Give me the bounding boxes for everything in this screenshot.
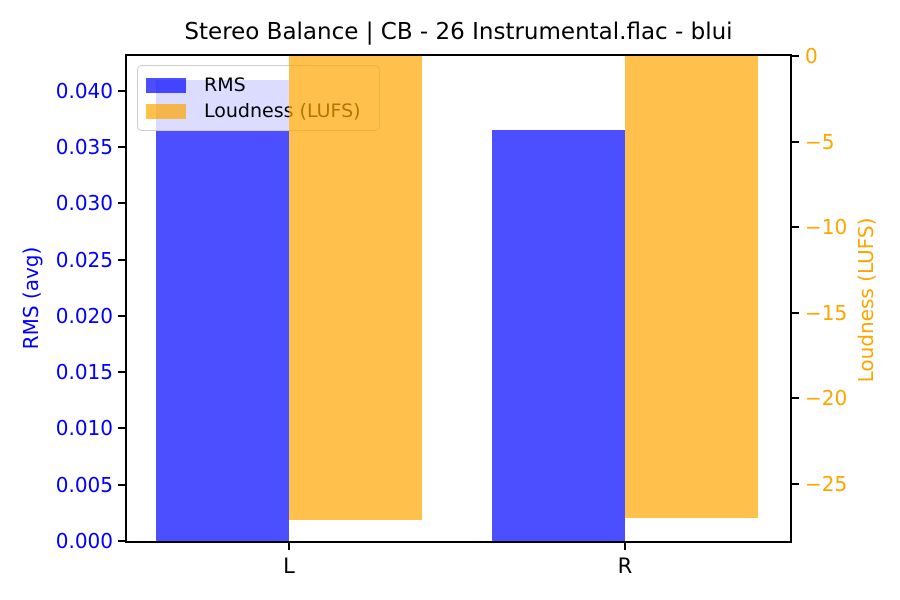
left-tick-label: 0.005 [55,472,113,497]
left-tick-mark [118,427,126,430]
right-tick-label: −5 [805,129,835,154]
bar-rms-l [155,79,289,541]
right-tick-label: −20 [805,386,848,411]
right-tick-label: −25 [805,471,848,496]
right-axis-label: Loudness (LUFS) [854,217,878,383]
x-tick-mark [287,542,290,550]
right-tick-mark [791,55,799,57]
right-tick-mark [791,397,799,400]
loudness-bars-layer [127,56,790,541]
x-tick-label: R [617,554,633,578]
bar-loudness-r [624,56,758,518]
left-tick-mark [118,371,126,374]
bar-rms-r [491,130,625,541]
bar-loudness-l [288,56,422,520]
left-tick-label: 0.000 [55,529,113,553]
loudness-swatch-icon [146,103,186,119]
left-tick-label: 0.030 [55,191,113,216]
right-tick-mark [791,226,799,229]
legend-label-rms: RMS [204,74,246,96]
right-tick-mark [791,140,799,143]
chart-title: Stereo Balance | CB - 26 Instrumental.fl… [184,19,733,45]
legend-entry-rms: RMS [146,72,371,98]
left-tick-label: 0.025 [55,247,113,272]
rms-bars-layer [127,56,790,541]
right-tick-mark [791,311,799,314]
left-tick-mark [118,483,126,486]
left-tick-label: 0.020 [55,303,113,328]
right-tick-label: −10 [805,215,848,240]
left-tick-label: 0.015 [55,360,113,385]
left-tick-mark [118,89,126,92]
left-tick-label: 0.035 [55,135,113,160]
x-tick-mark [623,542,626,550]
left-tick-label: 0.010 [55,416,113,441]
right-tick-mark [791,482,799,485]
left-tick-mark [118,258,126,261]
left-tick-label: 0.040 [55,78,113,103]
left-tick-mark [118,314,126,317]
left-tick-mark [118,202,126,205]
left-tick-mark [118,146,126,149]
rms-swatch-icon [146,77,186,93]
left-tick-mark [118,540,126,542]
right-tick-label: −15 [805,300,848,325]
x-tick-label: L [283,554,295,578]
plot-area [125,54,792,543]
right-tick-label: 0 [805,44,818,68]
